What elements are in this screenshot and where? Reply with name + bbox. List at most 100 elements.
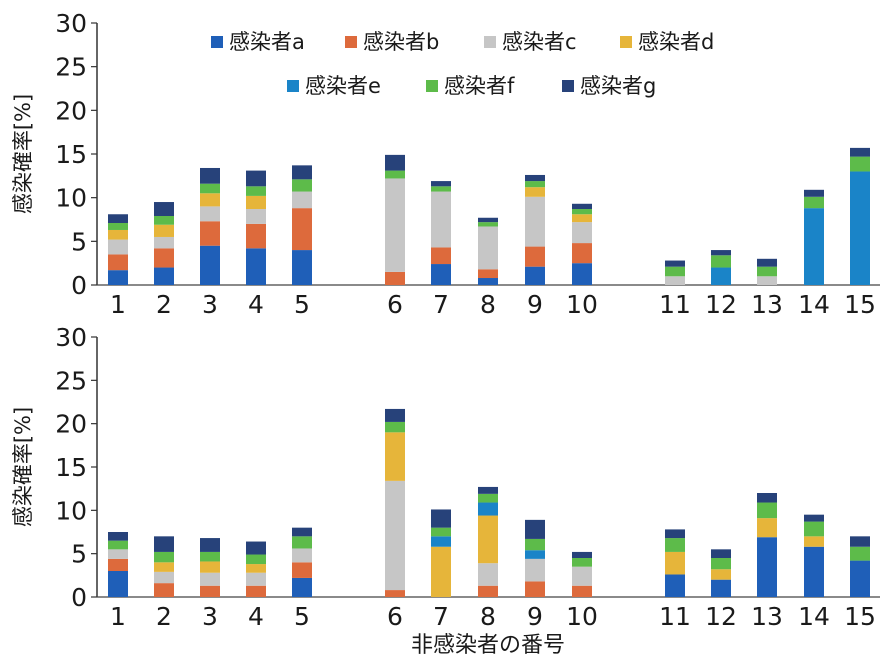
bar-segment <box>154 583 174 597</box>
x-tick-label: 4 <box>248 602 264 631</box>
y-tick-label: 0 <box>71 583 87 612</box>
bar-segment <box>246 170 266 187</box>
bar-segment <box>154 236 174 249</box>
bar-segment <box>200 183 220 194</box>
bar-segment <box>385 408 405 422</box>
y-tick-label: 15 <box>55 140 87 169</box>
x-tick-label: 9 <box>527 602 543 631</box>
bar-segment <box>385 590 405 597</box>
bar-segment <box>292 536 312 549</box>
bar-segment <box>478 269 498 279</box>
bar-segment <box>108 532 128 541</box>
bar-segment <box>804 208 824 285</box>
bar-segment <box>108 229 128 240</box>
bar-segment <box>431 536 451 547</box>
bar-segment <box>572 222 592 244</box>
bar-segment <box>804 189 824 197</box>
bar-segment <box>108 270 128 285</box>
x-tick-label: 13 <box>751 602 783 631</box>
bar-segment <box>200 193 220 207</box>
legend-swatch <box>211 36 223 48</box>
x-tick-label: 15 <box>844 602 876 631</box>
bar-segment <box>431 181 451 187</box>
y-tick-label: 0 <box>71 271 87 300</box>
bar-segment <box>525 187 545 197</box>
x-tick-label: 1 <box>110 290 126 319</box>
bar-segment <box>246 209 266 224</box>
bar-segment <box>478 226 498 270</box>
bar-segment <box>525 538 545 551</box>
bar-segment <box>431 527 451 537</box>
bar-segment <box>665 551 685 575</box>
legend-label: 感染者c <box>502 30 577 54</box>
bar-segment <box>850 560 870 597</box>
y-tick-label: 10 <box>55 496 87 525</box>
x-tick-label: 8 <box>480 290 496 319</box>
bar-segment <box>246 572 266 586</box>
x-tick-label: 13 <box>751 290 783 319</box>
legend-item: 感染者g <box>562 74 656 98</box>
bar-segment <box>108 549 128 559</box>
bar-segment <box>292 165 312 180</box>
bar-segment <box>711 579 731 597</box>
bar-segment <box>804 514 824 522</box>
x-tick-label: 14 <box>798 602 830 631</box>
bar-segment <box>431 509 451 528</box>
x-tick-label: 3 <box>202 602 218 631</box>
bar-segment <box>665 574 685 597</box>
bar-segment <box>108 239 128 255</box>
bar-segment <box>711 569 731 580</box>
bar-segment <box>246 223 266 249</box>
bar-segment <box>385 178 405 272</box>
bar-segment <box>200 551 220 562</box>
bar-segment <box>757 276 777 285</box>
x-tick-label: 15 <box>844 290 876 319</box>
legend-swatch <box>620 36 632 48</box>
legend-label: 感染者e <box>305 74 381 98</box>
bar-segment <box>108 571 128 597</box>
bar-segment <box>154 202 174 217</box>
x-axis-label: 非感染者の番号 <box>411 633 565 658</box>
bar-segment <box>525 196 545 247</box>
bar-segment <box>478 222 498 227</box>
x-tick-label: 8 <box>480 602 496 631</box>
y-tick-label: 20 <box>55 410 87 439</box>
y-tick-label: 25 <box>55 53 87 82</box>
bar-segment <box>665 276 685 285</box>
x-tick-label: 6 <box>387 602 403 631</box>
bar-segment <box>711 255 731 268</box>
legend: 感染者a 感染者b 感染者c 感染者d 感染者e 感染者f 感染者g <box>211 30 714 98</box>
bar-segment <box>478 486 498 494</box>
x-tick-label: 11 <box>659 290 691 319</box>
legend-label: 感染者g <box>580 74 656 98</box>
bar-segment <box>200 538 220 552</box>
legend-item: 感染者f <box>426 74 515 98</box>
bar-segment <box>478 585 498 597</box>
bar-segment <box>154 562 174 572</box>
bar-segment <box>525 558 545 582</box>
bar-segment <box>572 243 592 264</box>
bar-segment <box>154 571 174 584</box>
legend-swatch <box>484 36 496 48</box>
bar-segment <box>525 181 545 188</box>
bar-segment <box>200 167 220 184</box>
bar-segment <box>292 191 312 209</box>
bar-segment <box>850 536 870 547</box>
legend-swatch <box>345 36 357 48</box>
bar-segment <box>385 421 405 433</box>
bar-segment <box>804 546 824 597</box>
bar-segment <box>850 156 870 172</box>
bar-segment <box>804 196 824 209</box>
bar-segment <box>246 195 266 210</box>
bar-segment <box>108 214 128 223</box>
bar-segment <box>108 254 128 271</box>
bar-segment <box>292 250 312 285</box>
bar-segment <box>246 541 266 555</box>
y-tick-label: 25 <box>55 366 87 395</box>
legend-item: 感染者a <box>211 30 305 54</box>
bar-segment <box>572 551 592 558</box>
x-tick-label: 12 <box>705 290 737 319</box>
bar-segment <box>850 546 870 561</box>
bar-segment <box>385 154 405 171</box>
